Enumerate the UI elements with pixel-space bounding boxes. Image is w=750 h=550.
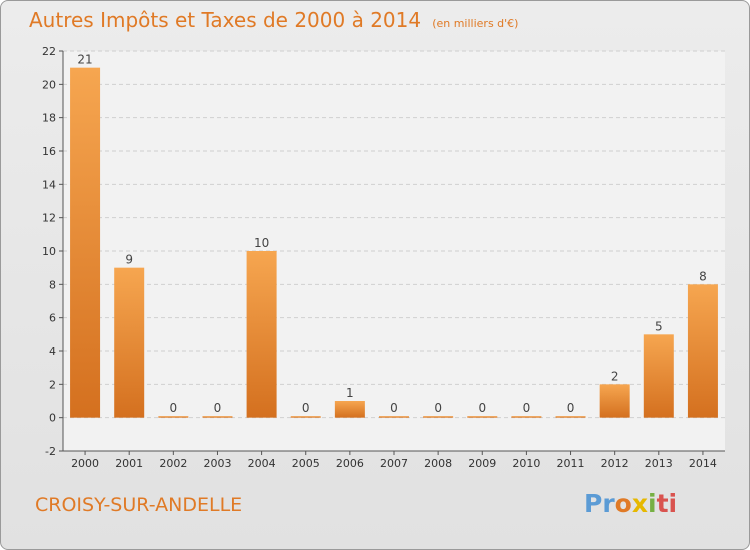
x-tick-label: 2000 <box>71 457 99 470</box>
city-name: CROISY-SUR-ANDELLE <box>35 494 243 516</box>
chart-title-unit: (en milliers d'€) <box>432 17 519 30</box>
bar-2000 <box>70 67 101 418</box>
bar-2004 <box>246 251 277 418</box>
x-tick-label: 2004 <box>248 457 276 470</box>
bar-value-label: 0 <box>170 401 178 415</box>
x-tick-label: 2006 <box>336 457 364 470</box>
x-tick-label: 2001 <box>115 457 143 470</box>
bar-2009 <box>467 416 498 418</box>
x-tick-label: 2013 <box>645 457 673 470</box>
y-tick-label: -2 <box>45 445 56 458</box>
y-tick-label: 4 <box>49 345 56 358</box>
x-tick-label: 2008 <box>424 457 452 470</box>
bar-value-label: 8 <box>699 269 707 283</box>
y-tick-label: 0 <box>49 412 56 425</box>
y-tick-label: 14 <box>42 178 56 191</box>
x-tick-label: 2012 <box>601 457 629 470</box>
bar-value-label: 9 <box>125 253 133 267</box>
bar-2008 <box>423 416 454 418</box>
bar-2001 <box>114 267 145 418</box>
y-tick-label: 18 <box>42 112 56 125</box>
x-tick-label: 2003 <box>203 457 231 470</box>
bar-2003 <box>202 416 233 418</box>
bar-2006 <box>334 401 365 418</box>
chart-title-main: Autres Impôts et Taxes de 2000 à 2014 <box>29 8 422 32</box>
y-tick-label: 16 <box>42 145 56 158</box>
y-tick-label: 8 <box>49 278 56 291</box>
x-tick-label: 2011 <box>557 457 585 470</box>
bar-2007 <box>379 416 409 418</box>
proxiti-logo: Proxiti <box>584 489 678 518</box>
bar-value-label: 0 <box>390 401 398 415</box>
bar-2010 <box>511 416 542 418</box>
chart-title: Autres Impôts et Taxes de 2000 à 2014 (e… <box>29 8 518 32</box>
bar-2011 <box>555 416 586 418</box>
bar-value-label: 10 <box>254 236 269 250</box>
y-tick-label: 20 <box>42 78 56 91</box>
bar-value-label: 0 <box>478 401 486 415</box>
x-tick-label: 2014 <box>689 457 717 470</box>
y-tick-label: 10 <box>42 245 56 258</box>
bar-value-label: 5 <box>655 319 663 333</box>
y-tick-label: 2 <box>49 378 56 391</box>
y-tick-label: 22 <box>42 45 56 58</box>
bar-value-label: 2 <box>611 369 619 383</box>
bar-2002 <box>158 416 189 418</box>
bar-value-label: 0 <box>567 401 575 415</box>
bar-value-label: 1 <box>346 386 354 400</box>
x-tick-label: 2005 <box>292 457 320 470</box>
bar-2005 <box>290 416 321 418</box>
x-tick-label: 2009 <box>468 457 496 470</box>
x-tick-label: 2007 <box>380 457 408 470</box>
bar-value-label: 0 <box>523 401 531 415</box>
bar-2013 <box>643 334 674 418</box>
bar-value-label: 21 <box>77 53 92 67</box>
x-tick-label: 2002 <box>159 457 187 470</box>
x-tick-label: 2010 <box>512 457 540 470</box>
bar-value-label: 0 <box>434 401 442 415</box>
bar-2014 <box>687 284 718 418</box>
bar-2012 <box>599 384 630 418</box>
y-tick-label: 12 <box>42 212 56 225</box>
bar-value-label: 0 <box>214 401 222 415</box>
bar-value-label: 0 <box>302 401 310 415</box>
y-tick-label: 6 <box>49 312 56 325</box>
